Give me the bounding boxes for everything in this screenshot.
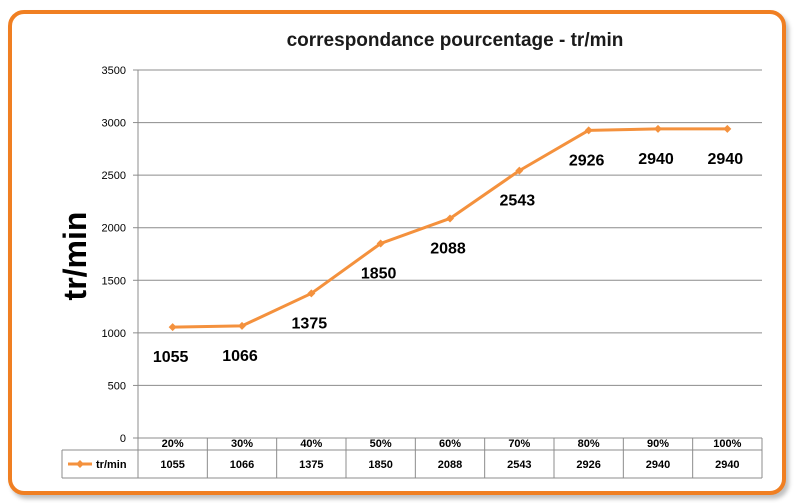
- data-label: 1055: [153, 349, 189, 366]
- gridlines: [138, 69, 762, 386]
- data-point-marker: [307, 289, 316, 298]
- data-label: 2926: [569, 152, 605, 169]
- table-value-cell: 1850: [368, 459, 392, 471]
- data-label: 1066: [222, 348, 258, 365]
- data-label: 2088: [430, 240, 466, 257]
- y-tick-label: 2500: [102, 170, 126, 182]
- data-point-marker: [584, 126, 593, 135]
- x-category-label: 40%: [300, 438, 322, 450]
- y-tick-label: 1500: [102, 275, 126, 287]
- data-point-marker: [168, 323, 177, 332]
- data-point-marker: [723, 124, 732, 133]
- data-label: 2543: [500, 193, 536, 210]
- data-label: 2940: [638, 151, 674, 168]
- y-axis-ticks: 0 500 1000 1500 2000 2500 3000 3500: [102, 65, 138, 445]
- data-point-marker: [238, 321, 246, 330]
- x-category-label: 70%: [508, 438, 530, 450]
- data-label: 1850: [361, 265, 397, 282]
- data-label: 2940: [708, 151, 744, 168]
- y-tick-label: 3500: [102, 65, 126, 77]
- y-tick-label: 500: [108, 380, 126, 392]
- table-value-cell: 1066: [230, 459, 254, 471]
- axes: [137, 70, 762, 439]
- data-point-marker: [515, 166, 524, 175]
- y-axis-label: tr/min: [57, 212, 93, 301]
- table-value-cell: 1375: [299, 459, 323, 471]
- table-value-cell: 2940: [715, 459, 739, 471]
- y-tick-label: 2000: [102, 223, 126, 235]
- table-value-cell: 2543: [507, 459, 531, 471]
- data-point-marker: [654, 124, 662, 133]
- x-category-label: 80%: [578, 438, 600, 450]
- series-layer: [168, 124, 732, 332]
- x-category-label: 30%: [231, 438, 253, 450]
- x-category-label: 90%: [647, 438, 669, 450]
- table-value-cell: 2088: [438, 459, 462, 471]
- table-value-cell: 2940: [646, 459, 670, 471]
- y-tick-label: 3000: [102, 118, 126, 130]
- x-category-label: 100%: [713, 438, 741, 450]
- data-table: 20% 30% 40% 50% 60% 70% 80% 90% 100% tr/min 1055 10…: [61, 438, 763, 479]
- table-value-cell: 1055: [160, 459, 184, 471]
- data-label: 1375: [292, 315, 328, 332]
- data-point-marker: [446, 214, 454, 223]
- data-labels: 1055 1066 1375 1850 2088 2543 2926 2940 2940: [153, 151, 743, 366]
- y-tick-label: 1000: [102, 328, 126, 340]
- table-value-cell: 2926: [576, 459, 600, 471]
- legend-series-name: tr/min: [96, 459, 127, 471]
- x-category-label: 50%: [370, 438, 392, 450]
- data-point-marker: [376, 239, 385, 248]
- chart-title: correspondance pourcentage - tr/min: [287, 30, 624, 51]
- y-tick-label: 0: [120, 433, 126, 445]
- x-category-label: 20%: [162, 438, 184, 450]
- legend-marker-key: [76, 460, 84, 468]
- x-category-label: 60%: [439, 438, 461, 450]
